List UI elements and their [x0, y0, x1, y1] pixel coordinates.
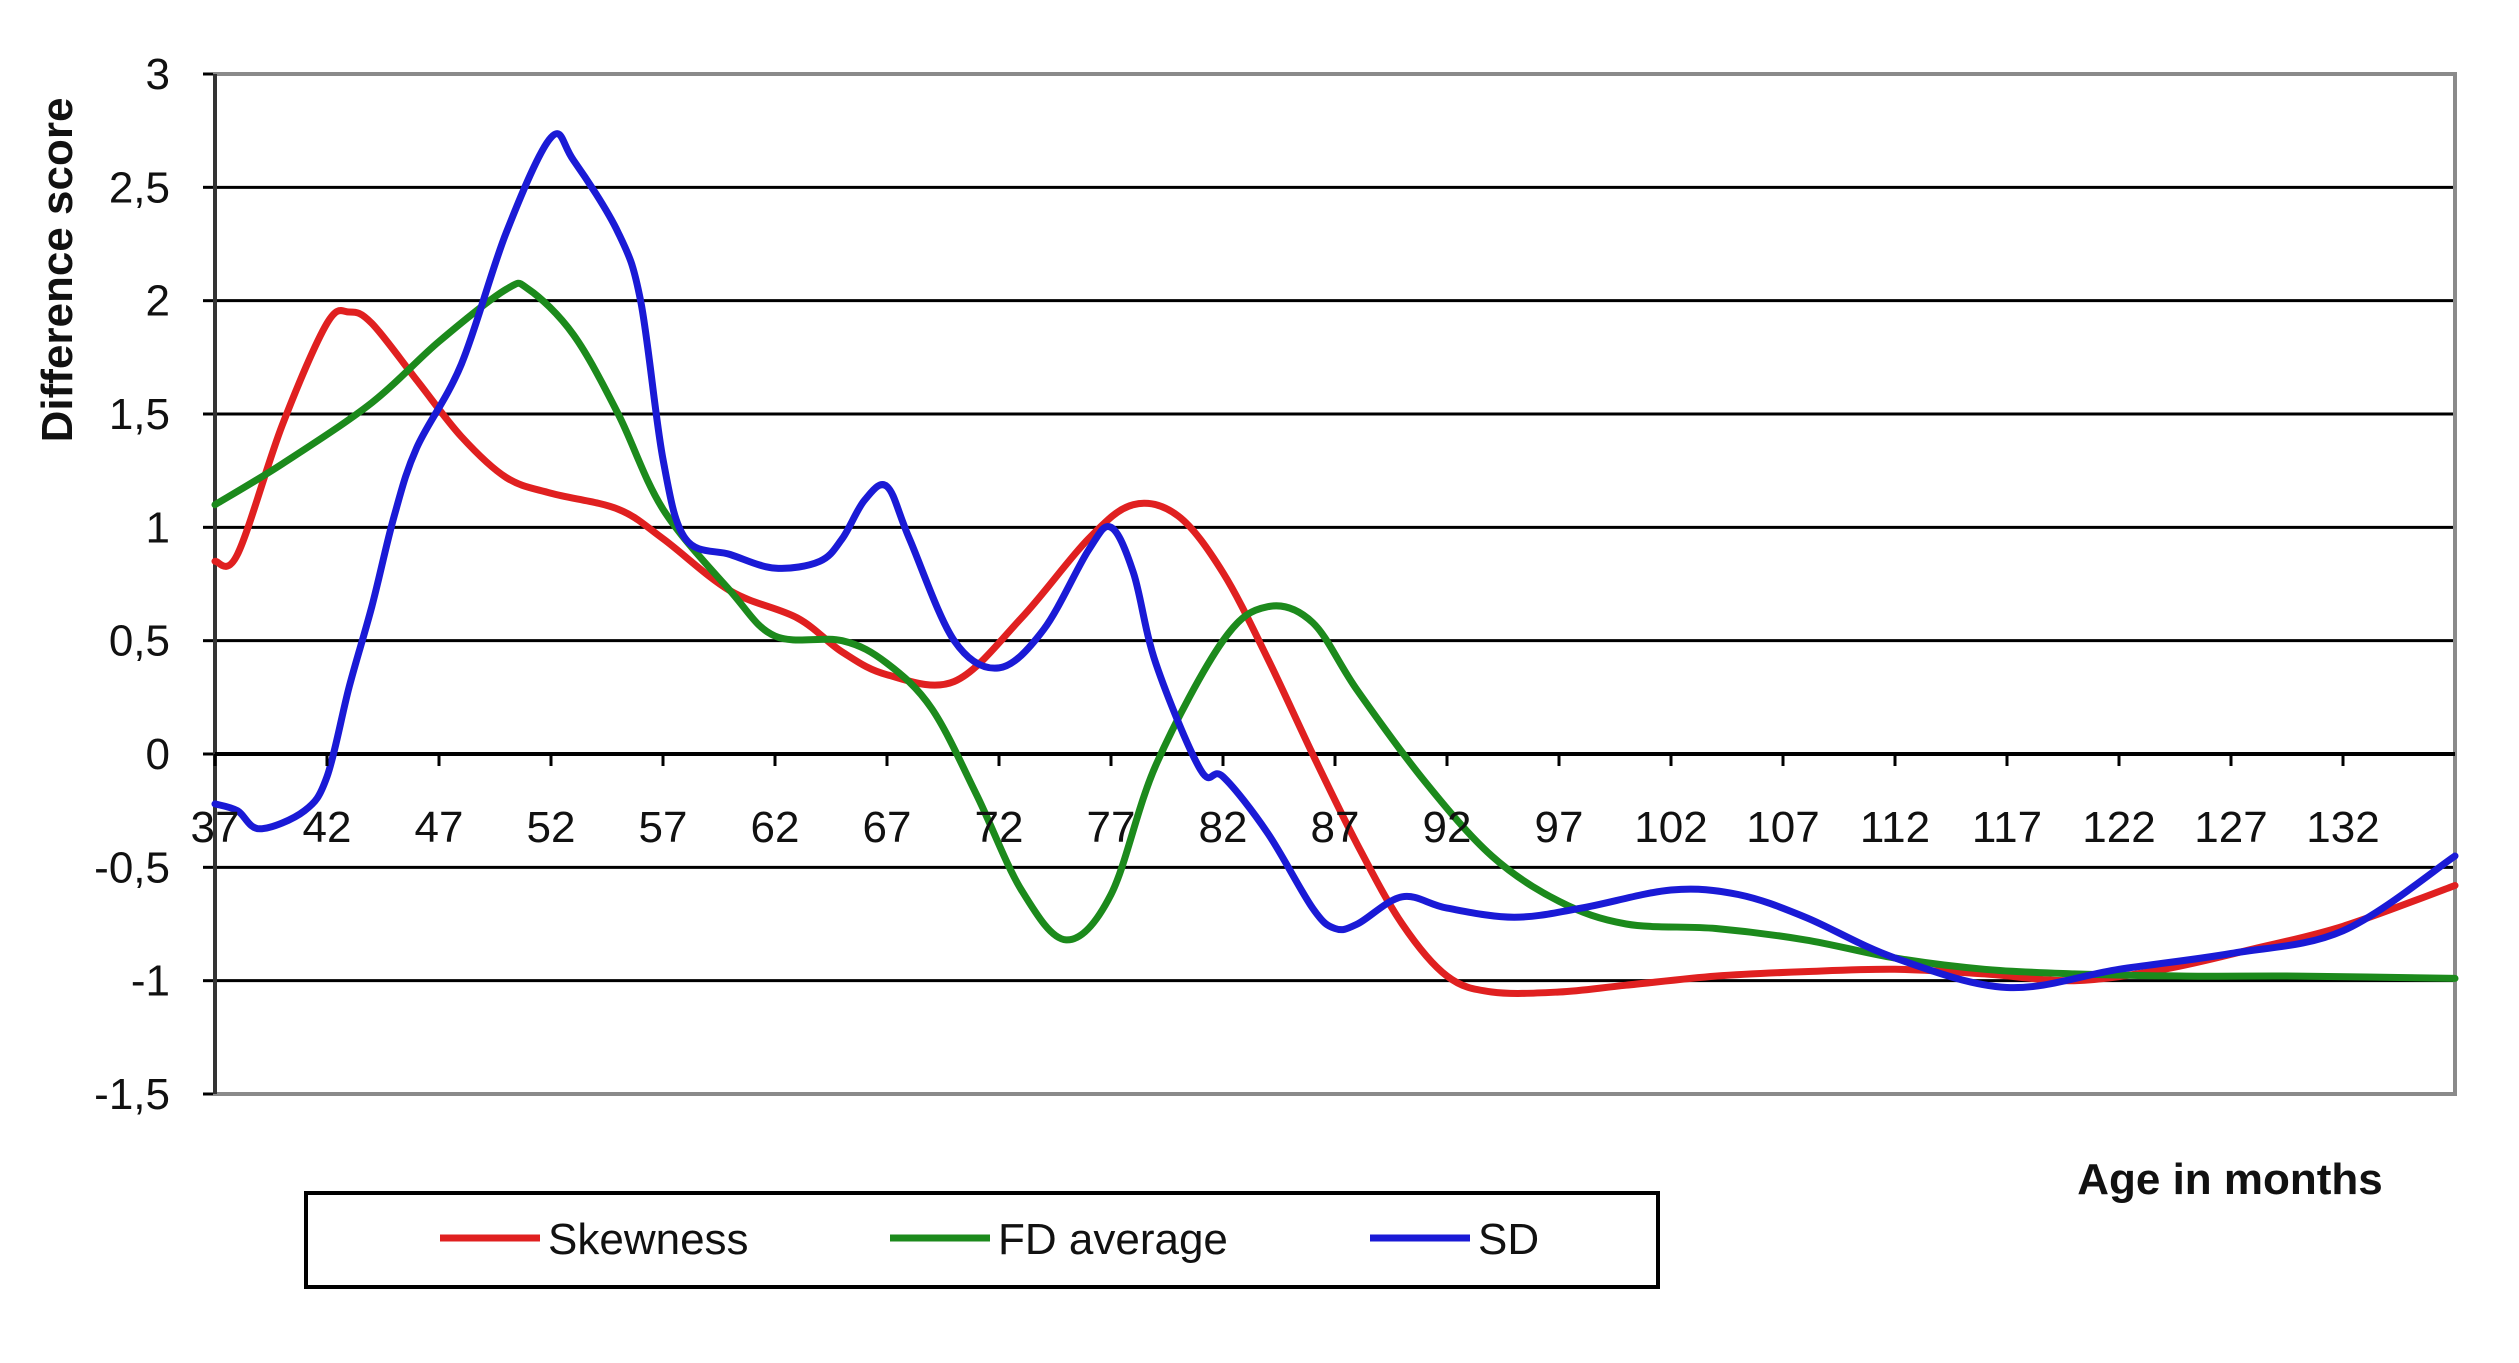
- y-tick-label: 0: [146, 730, 170, 779]
- x-tick-label: 67: [863, 803, 912, 852]
- x-tick-label: 47: [415, 803, 464, 852]
- x-tick-label: 62: [751, 803, 800, 852]
- x-tick-label: 132: [2306, 803, 2379, 852]
- y-tick-label: -1: [131, 957, 170, 1006]
- legend: Skewness FD average SD: [304, 1191, 1660, 1289]
- y-tick-label: 1,5: [109, 390, 170, 439]
- x-tick-label: 107: [1746, 803, 1819, 852]
- plot-frame: [213, 72, 2457, 1096]
- legend-label-fd-average: FD average: [998, 1215, 1228, 1264]
- y-tick-label: 0,5: [109, 617, 170, 666]
- x-tick-label: 82: [1199, 803, 1248, 852]
- x-tick-label: 117: [1972, 803, 2042, 852]
- y-tick-label: 2,5: [109, 163, 170, 212]
- x-tick-label: 72: [975, 803, 1024, 852]
- series-line-fd-average: [211, 279, 2459, 982]
- x-tick-label: 112: [1860, 803, 1930, 852]
- x-tick-label: 102: [1634, 803, 1707, 852]
- x-tick-label: 87: [1311, 803, 1360, 852]
- y-tick-label: 1: [146, 503, 170, 552]
- y-tick-label: 2: [146, 277, 170, 326]
- legend-label-sd: SD: [1478, 1215, 1539, 1264]
- x-tick-label: 122: [2082, 803, 2155, 852]
- x-tick-label: 127: [2194, 803, 2267, 852]
- x-tick-label: 37: [191, 803, 240, 852]
- x-axis-title: Age in months: [2077, 1155, 2383, 1204]
- y-axis-title: Difference score: [33, 98, 82, 443]
- series-line-sd: [211, 130, 2459, 992]
- x-tick-label: 42: [303, 803, 352, 852]
- axis-ticks: 3 2,5 2 1,5 1 0,5 0 -0,5 -1 -1,5 37 42 47 52 57 62 67 72 7…: [94, 50, 2380, 1119]
- legend-label-skewness: Skewness: [548, 1215, 749, 1264]
- series-line-skewness: [211, 307, 2459, 997]
- x-tick-label: 57: [639, 803, 688, 852]
- y-tick-label: 3: [146, 50, 170, 99]
- y-tick-label: -0,5: [94, 843, 170, 892]
- series-lines: [211, 130, 2459, 997]
- x-tick-label: 52: [527, 803, 576, 852]
- y-tick-label: -1,5: [94, 1070, 170, 1119]
- x-tick-label: 97: [1535, 803, 1584, 852]
- plot-area-border: [213, 72, 2457, 1096]
- x-tick-label: 77: [1087, 803, 1136, 852]
- x-tick-label: 92: [1423, 803, 1472, 852]
- gridlines: [203, 72, 2455, 1096]
